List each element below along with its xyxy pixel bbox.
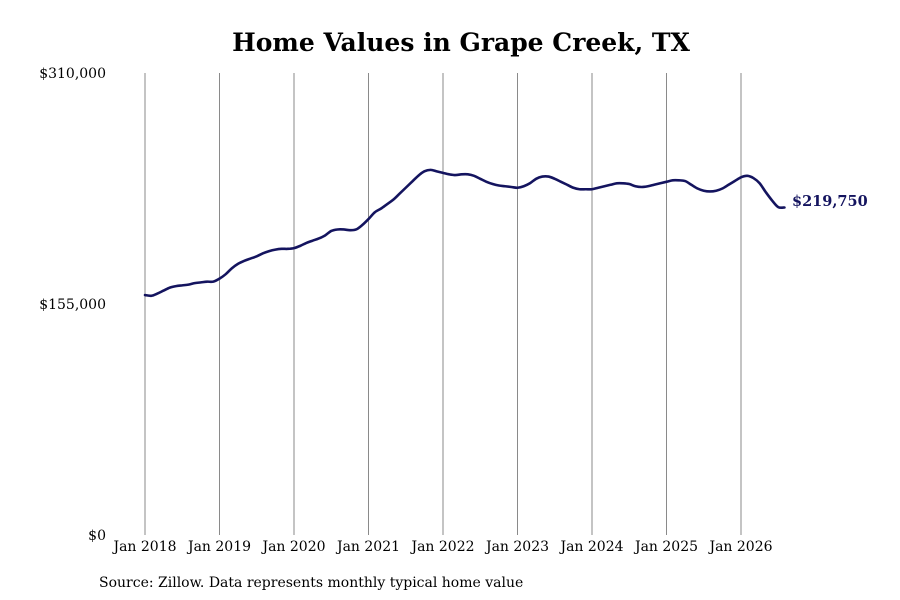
- latest-value-label: $219,750: [792, 193, 868, 210]
- source-note: Source: Zillow. Data represents monthly …: [99, 575, 523, 591]
- x-tick-label: Jan 2020: [260, 539, 325, 555]
- x-tick-label: Jan 2019: [186, 539, 251, 555]
- x-tick-label: Jan 2018: [111, 539, 176, 555]
- y-tick-label: $155,000: [39, 297, 106, 313]
- x-axis-ticks: Jan 2018 Jan 2019 Jan 2020 Jan 2021 Jan 2022…: [111, 539, 772, 555]
- x-tick-label: Jan 2023: [484, 539, 549, 555]
- x-tick-label: Jan 2022: [409, 539, 474, 555]
- y-axis-ticks: $0 $155,000 $310,000: [39, 66, 106, 544]
- x-tick-label: Jan 2021: [335, 539, 400, 555]
- y-tick-label: $0: [88, 528, 106, 544]
- home-value-series-line: [143, 168, 786, 298]
- chart-title: Home Values in Grape Creek, TX: [232, 28, 690, 57]
- y-tick-label: $310,000: [39, 66, 106, 82]
- x-tick-label: Jan 2025: [633, 539, 698, 555]
- vertical-gridlines: [144, 73, 742, 535]
- x-tick-label: Jan 2024: [558, 539, 623, 555]
- x-tick-label: Jan 2026: [707, 539, 772, 555]
